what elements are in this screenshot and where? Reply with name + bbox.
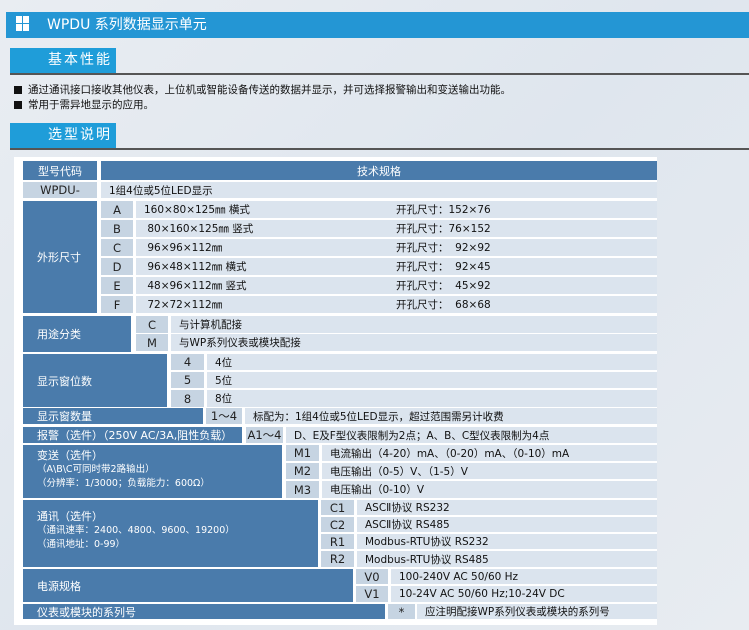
model-desc: 1组4位或5位LED显示	[101, 182, 657, 198]
size-row: 48×96×112㎜ 竖式 开孔尺寸： 45×92	[136, 277, 657, 294]
bullet-item: 常用于需异地显示的应用。	[14, 98, 154, 112]
size-dim: 48×96×112㎜ 竖式	[144, 280, 247, 292]
comm-desc: Modbus-RTU协议 RS232	[357, 534, 657, 549]
transmit-title: 变送（选件）	[37, 449, 103, 462]
transmit-desc: 电流输出（4-20）mA、（0-20）mA、（0-10）mA	[322, 445, 657, 461]
digits-desc: 5位	[207, 372, 657, 388]
cutout-size: 开孔尺寸：76×152	[396, 223, 491, 235]
header-spec: 技术规格	[101, 161, 657, 180]
alarm-label: 报警（选件）（250V AC/3A,阻性负载）	[23, 427, 242, 443]
transmit-desc: 电压输出（0-5）V、（1-5）V	[322, 463, 657, 479]
series-label: 仪表或模块的系列号	[23, 604, 385, 619]
size-row: 80×160×125㎜ 竖式 开孔尺寸：76×152	[136, 220, 657, 237]
comm-desc: ASCⅡ协议 RS485	[357, 517, 657, 532]
comm-note: （通讯地址：0-99）	[37, 539, 126, 550]
digits-desc: 4位	[207, 354, 657, 370]
transmit-code: M3	[286, 481, 319, 498]
count-label: 显示窗数量	[23, 408, 203, 424]
bullet-text: 通过通讯接口接收其他仪表，上位机或智能设备传送的数据并显示，并可选择报警输出和变…	[28, 84, 511, 96]
windows-logo-icon	[16, 16, 30, 32]
digits-code: 5	[171, 372, 204, 388]
transmit-label: 变送（选件） （A\B\C可同时带2路输出） （分辨率：1/3000；负载能力：…	[23, 445, 282, 498]
comm-label: 通讯（选件） （通讯速率：2400、4800、9600、19200） （通讯地址…	[23, 500, 318, 567]
power-desc: 100-240V AC 50/60 Hz	[391, 569, 657, 584]
comm-desc: Modbus-RTU协议 RS485	[357, 551, 657, 567]
size-row: 160×80×125㎜ 横式 开孔尺寸：152×76	[136, 201, 657, 218]
size-row: 96×48×112㎜ 横式 开孔尺寸： 92×45	[136, 258, 657, 275]
size-row: 72×72×112㎜ 开孔尺寸： 68×68	[136, 296, 657, 313]
size-dim: 72×72×112㎜	[144, 299, 223, 311]
alarm-desc: D、E及F型仪表限制为2点；A、B、C型仪表限制为4点	[286, 427, 657, 443]
usage-desc: 与WP系列仪表或模块配接	[171, 334, 657, 351]
divider	[10, 148, 749, 150]
digits-desc: 8位	[207, 390, 657, 407]
size-dim: 80×160×125㎜ 竖式	[144, 223, 254, 235]
cutout-size: 开孔尺寸： 92×45	[396, 261, 491, 273]
size-code: D	[101, 258, 133, 275]
bullet-square-icon	[14, 86, 22, 94]
size-dim: 96×48×112㎜ 横式	[144, 261, 247, 273]
transmit-note: （A\B\C可同时带2路输出）	[37, 464, 155, 475]
divider	[10, 73, 749, 75]
count-desc: 标配为：1组4位或5位LED显示，超过范围需另计收费	[245, 408, 657, 424]
comm-desc: ASCⅡ协议 RS232	[357, 500, 657, 515]
digits-label: 显示窗位数	[23, 354, 167, 407]
transmit-code: M1	[286, 445, 319, 461]
series-code: *	[388, 604, 415, 619]
digits-code: 4	[171, 354, 204, 370]
usage-code: C	[136, 316, 168, 333]
comm-title: 通讯（选件）	[37, 510, 103, 523]
alarm-code: A1～4	[246, 427, 283, 443]
series-desc: 应注明配接WP系列仪表或模块的系列号	[417, 604, 657, 619]
cutout-size: 开孔尺寸： 45×92	[396, 280, 491, 292]
transmit-note: （分辨率：1/3000；负载能力：600Ω）	[37, 478, 210, 489]
size-label: 外形尺寸	[23, 201, 97, 313]
section-tab-selection: 选型说明	[10, 123, 116, 148]
section-tab-basic: 基本性能	[10, 48, 116, 73]
size-code: B	[101, 220, 133, 237]
page-title: WPDU 系列数据显示单元	[47, 17, 207, 33]
bullet-text: 常用于需异地显示的应用。	[28, 99, 154, 111]
size-code: C	[101, 239, 133, 256]
cutout-size: 开孔尺寸： 68×68	[396, 299, 491, 311]
size-dim: 160×80×125㎜ 横式	[144, 204, 250, 216]
comm-code: R1	[321, 534, 354, 549]
comm-note: （通讯速率：2400、4800、9600、19200）	[37, 525, 235, 536]
model-code: WPDU-	[23, 182, 97, 198]
size-code: E	[101, 277, 133, 294]
cutout-size: 开孔尺寸： 92×92	[396, 242, 491, 254]
power-code: V1	[356, 586, 388, 602]
size-code: A	[101, 201, 133, 218]
size-dim: 96×96×112㎜	[144, 242, 223, 254]
header-code: 型号代码	[23, 161, 97, 180]
usage-code: M	[136, 334, 168, 351]
digits-code: 8	[171, 390, 204, 407]
comm-code: C1	[321, 500, 354, 515]
bullet-item: 通过通讯接口接收其他仪表，上位机或智能设备传送的数据并显示，并可选择报警输出和变…	[14, 83, 511, 97]
comm-code: R2	[321, 551, 354, 567]
size-row: 96×96×112㎜ 开孔尺寸： 92×92	[136, 239, 657, 256]
bullet-square-icon	[14, 101, 22, 109]
power-code: V0	[356, 569, 388, 584]
comm-code: C2	[321, 517, 354, 532]
transmit-code: M2	[286, 463, 319, 479]
power-desc: 10-24V AC 50/60 Hz;10-24V DC	[391, 586, 657, 602]
power-label: 电源规格	[23, 569, 353, 602]
size-code: F	[101, 296, 133, 313]
title-bar: WPDU 系列数据显示单元	[6, 12, 749, 38]
cutout-size: 开孔尺寸：152×76	[396, 204, 491, 216]
count-code: 1～4	[206, 408, 242, 424]
usage-label: 用途分类	[23, 316, 131, 352]
transmit-desc: 电压输出（0-10）V	[322, 481, 657, 498]
usage-desc: 与计算机配接	[171, 316, 657, 333]
